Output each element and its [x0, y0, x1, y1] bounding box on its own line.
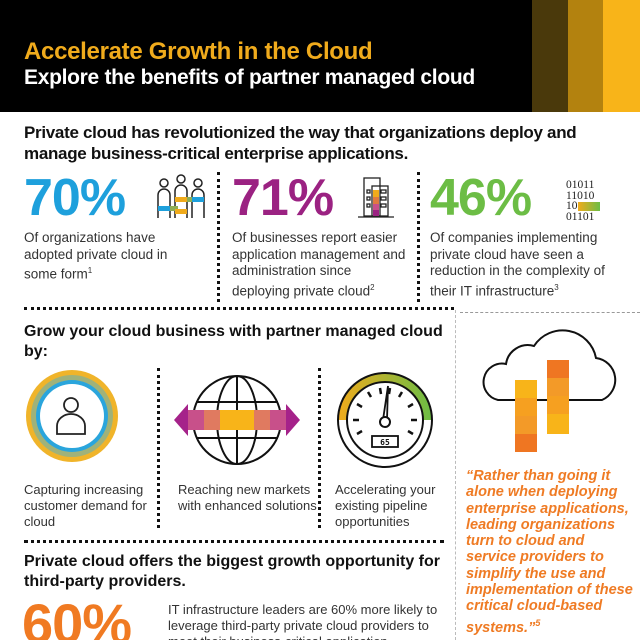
- svg-text:65: 65: [380, 438, 390, 447]
- divider-dotted: [217, 172, 220, 302]
- accent-stripe: [603, 0, 640, 112]
- divider-dotted: [24, 307, 454, 310]
- section-heading: Private cloud offers the biggest growth …: [24, 553, 441, 590]
- accent-stripe: [568, 0, 603, 112]
- divider-dashed: [455, 310, 456, 640]
- stat-description: Of companies implementing private cloud …: [430, 230, 605, 298]
- cloud-chart-icon: [482, 329, 617, 452]
- globe-arrows-icon: [174, 375, 300, 465]
- stat-value: 71%: [232, 169, 334, 227]
- stat-value: 46%: [430, 169, 532, 227]
- stat-value: 70%: [24, 169, 126, 227]
- stat-description: Of businesses report easier application …: [232, 230, 406, 298]
- divider-dashed: [460, 312, 640, 313]
- page-title: Accelerate Growth in the Cloud: [24, 38, 373, 65]
- feature-caption: Accelerating your existing pipeline oppo…: [335, 482, 436, 529]
- quote-text: “Rather than going it alone when deployi…: [466, 468, 633, 636]
- customer-icon: [26, 370, 118, 462]
- speedometer-icon: 65: [337, 372, 433, 468]
- stat-value: 60%: [22, 592, 132, 640]
- divider-dotted: [24, 540, 444, 543]
- header-banner: Accelerate Growth in the Cloud Explore t…: [0, 0, 640, 112]
- binary-code-icon: 01011 11010 10 01101: [566, 180, 600, 222]
- people-icon: [157, 174, 205, 218]
- divider-dotted: [417, 172, 420, 302]
- feature-caption: Capturing increasing customer demand for…: [24, 482, 147, 529]
- stat-description: IT infrastructure leaders are 60% more l…: [168, 602, 438, 640]
- stat-card: 46% Of companies implementing private cl…: [430, 168, 630, 300]
- building-icon: [358, 177, 394, 218]
- stat-card: 70% Of organizations have adopted privat…: [24, 168, 204, 283]
- accent-stripe: [532, 0, 568, 112]
- section-heading: Grow your cloud business with partner ma…: [24, 323, 443, 360]
- feature-caption: Reaching new markets with enhanced solut…: [178, 482, 317, 513]
- divider-dotted: [157, 368, 160, 528]
- page-subtitle: Explore the benefits of partner managed …: [24, 66, 475, 89]
- stat-card: 71% Of businesses report easier applicat…: [232, 168, 412, 300]
- stat-description: Of organizations have adopted private cl…: [24, 230, 168, 282]
- intro-heading: Private cloud has revolutionized the way…: [24, 123, 577, 163]
- divider-dotted: [318, 368, 321, 528]
